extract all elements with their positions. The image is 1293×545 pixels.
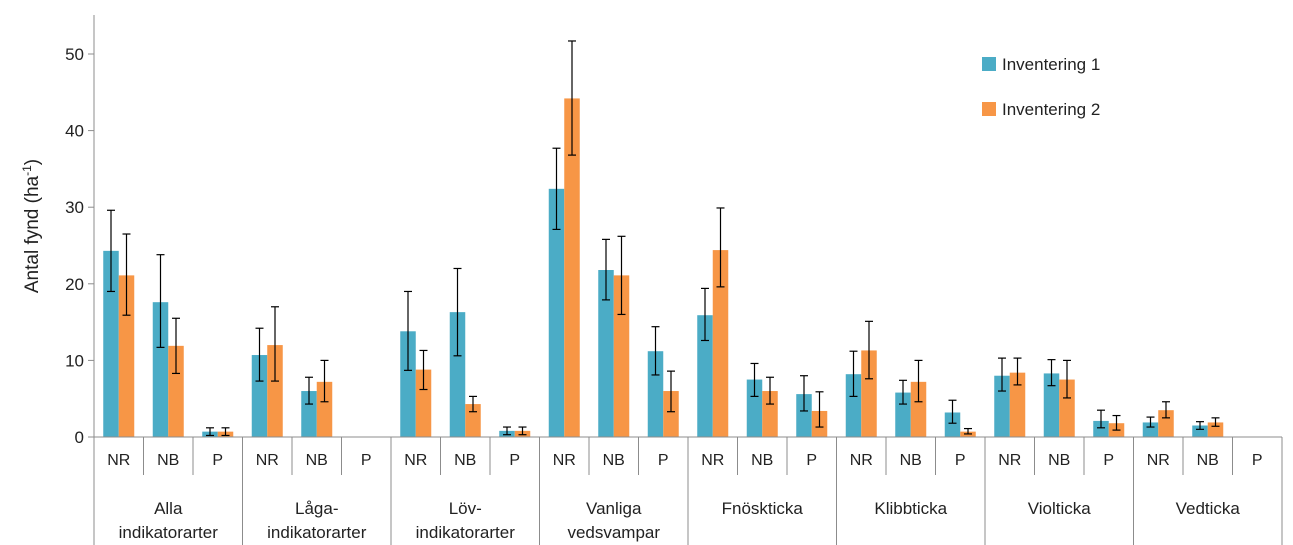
- x-subcategory-label: P: [212, 452, 223, 469]
- x-subcategory-label: NB: [454, 452, 476, 469]
- x-group-label: Vedticka: [1176, 499, 1241, 518]
- bar-inventering-1: [1093, 420, 1109, 437]
- x-subcategory-label: NB: [306, 452, 328, 469]
- bar-inventering-2: [267, 345, 283, 437]
- y-tick-label: 50: [65, 45, 84, 64]
- y-tick-label: 0: [75, 428, 84, 447]
- bar-inventering-1: [1043, 373, 1060, 437]
- x-subcategory-label: NB: [900, 452, 922, 469]
- x-subcategory-label: P: [1103, 452, 1114, 469]
- x-subcategory-label: NR: [701, 452, 724, 469]
- x-subcategory-label: P: [806, 452, 817, 469]
- bar-inventering-2: [712, 250, 729, 437]
- bar-inventering-1: [400, 331, 416, 437]
- x-group-label: Löv-: [449, 499, 482, 518]
- bar-inventering-1: [103, 250, 119, 437]
- x-group-label: Alla: [154, 499, 183, 518]
- x-subcategory-label: NB: [157, 452, 179, 469]
- bar-inventering-2: [1059, 379, 1075, 437]
- x-subcategory-label: NR: [998, 452, 1021, 469]
- bar-inventering-1: [944, 412, 961, 437]
- x-subcategory-label: NR: [107, 452, 130, 469]
- x-group-label: indikatorarter: [267, 523, 367, 542]
- bar-inventering-2: [762, 391, 778, 437]
- legend-swatch: [982, 102, 996, 116]
- x-group-label: vedsvampar: [567, 523, 660, 542]
- x-subcategory-label: NR: [850, 452, 873, 469]
- bar-inventering-1: [251, 355, 268, 437]
- bar-inventering-2: [316, 381, 333, 437]
- x-subcategory-label: NB: [1048, 452, 1070, 469]
- legend: Inventering 1 Inventering 2: [982, 55, 1100, 119]
- bar-inventering-1: [449, 312, 466, 437]
- bar-inventering-1: [746, 379, 763, 437]
- x-group-label: Låga-: [295, 499, 338, 518]
- legend-swatch: [982, 57, 996, 71]
- bar-inventering-1: [796, 394, 812, 437]
- bar-inventering-2: [613, 275, 630, 437]
- x-subcategory-label: NR: [404, 452, 427, 469]
- bar-inventering-1: [152, 302, 169, 437]
- bar-inventering-1: [301, 391, 317, 437]
- y-axis-label-end: ): [22, 159, 43, 165]
- bars: [103, 98, 1224, 437]
- bar-inventering-2: [910, 381, 927, 437]
- x-axis: NR NB P NR NB P NR NB P NR NB P NR NB P NR NB P NR NB P NR NB P…: [93, 436, 1283, 545]
- bar-inventering-1: [1192, 425, 1208, 437]
- bar-inventering-2: [861, 350, 877, 437]
- x-group-label: Violticka: [1028, 499, 1092, 518]
- legend-label: Inventering 1: [1002, 55, 1100, 74]
- x-subcategory-label: P: [955, 452, 966, 469]
- bar-inventering-1: [647, 351, 664, 437]
- x-group-label: Fnöskticka: [722, 499, 804, 518]
- y-tick-label: 30: [65, 198, 84, 217]
- x-subcategory-label: NR: [553, 452, 576, 469]
- x-subcategory-label: NR: [1147, 452, 1170, 469]
- bar-inventering-2: [564, 98, 580, 437]
- bar-inventering-1: [1142, 422, 1159, 437]
- y-axis-label: Antal fynd (ha-1): [20, 159, 43, 293]
- x-subcategory-label: P: [658, 452, 669, 469]
- y-axis: 0 10 20 30 40 50: [65, 15, 95, 447]
- y-tick-label: 40: [65, 122, 84, 141]
- bar-inventering-1: [598, 270, 614, 437]
- x-subcategory-label: P: [1252, 452, 1263, 469]
- bar-inventering-2: [415, 369, 432, 437]
- x-subcategory-label: NR: [256, 452, 279, 469]
- bar-inventering-2: [1158, 410, 1174, 437]
- x-subcategory-label: NB: [1197, 452, 1219, 469]
- bar-inventering-1: [845, 374, 862, 437]
- x-subcategory-label: P: [509, 452, 520, 469]
- bar-inventering-2: [168, 345, 184, 437]
- x-group-label: indikatorarter: [416, 523, 516, 542]
- y-axis-label-sup: -1: [20, 165, 34, 176]
- x-group-label: Klibbticka: [874, 499, 947, 518]
- error-bars: [107, 40, 1220, 437]
- x-subcategory-label: NB: [751, 452, 773, 469]
- bar-inventering-1: [548, 188, 565, 437]
- x-subcategory-label: P: [361, 452, 372, 469]
- x-group-label: indikatorarter: [119, 523, 219, 542]
- legend-label: Inventering 2: [1002, 100, 1100, 119]
- x-subcategory-label: NB: [603, 452, 625, 469]
- y-tick-label: 20: [65, 275, 84, 294]
- bar-inventering-2: [663, 391, 679, 437]
- y-tick-label: 10: [65, 351, 84, 370]
- y-axis-title: Antal fynd (ha-1): [20, 159, 43, 293]
- bar-inventering-1: [697, 315, 713, 437]
- y-axis-label-main: Antal fynd (ha: [22, 175, 43, 293]
- bar-inventering-2: [1009, 372, 1026, 437]
- x-group-label: Vanliga: [586, 499, 642, 518]
